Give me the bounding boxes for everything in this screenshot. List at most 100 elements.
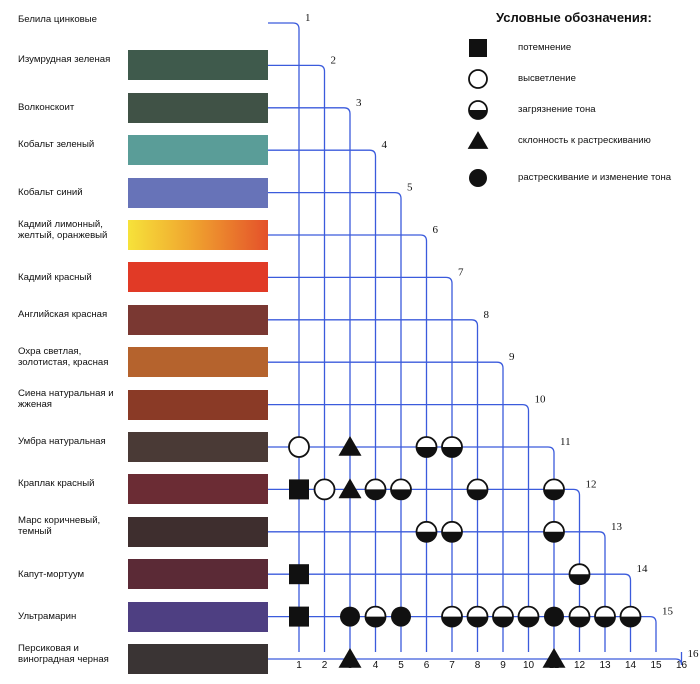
- pigment-swatch: [128, 177, 268, 208]
- cell-half-circle-symbol: [568, 563, 591, 586]
- pigment-name: Волконскоит: [18, 102, 75, 114]
- grid-line: [268, 107, 351, 652]
- cell-half-circle-symbol: [466, 605, 489, 628]
- pigment-swatch: [128, 601, 268, 632]
- column-number-label: 4: [373, 660, 379, 671]
- cell-triangle-symbol: [338, 436, 362, 456]
- grid-line: [268, 361, 504, 652]
- row-number-label: 9: [509, 351, 515, 363]
- grid-line: [268, 191, 402, 652]
- cell-half-circle-symbol: [390, 478, 412, 501]
- column-number-label: 5: [398, 660, 404, 671]
- legend-half-circle-symbol: [468, 100, 488, 120]
- cell-half-circle-symbol: [364, 478, 387, 501]
- row-number-label: 7: [458, 266, 464, 278]
- legend-item-label: загрязнение тона: [518, 104, 596, 115]
- column-number-label: 13: [599, 660, 611, 671]
- pigment-swatch: [128, 135, 268, 166]
- row-number-label: 3: [356, 97, 362, 109]
- pigment-swatch: [128, 92, 268, 123]
- legend-triangle-symbol: [467, 131, 489, 149]
- legend-item-label: потемнение: [518, 42, 572, 53]
- cell-half-circle-symbol: [415, 436, 438, 458]
- pigment-name: Марс коричневый, темный: [18, 515, 101, 538]
- cell-filled-circle-symbol: [544, 606, 564, 627]
- pigment-name: Кадмий красный: [18, 271, 92, 283]
- row-number-label: 13: [611, 521, 623, 533]
- pigment-name: Капут-мортуум: [18, 568, 85, 580]
- row-number-label: 4: [382, 139, 388, 151]
- cell-open-circle-symbol: [288, 436, 310, 458]
- pigment-swatch: [128, 644, 268, 674]
- column-number-label: 8: [475, 660, 481, 671]
- cell-half-circle-symbol: [517, 605, 540, 628]
- row-number-label: 14: [637, 563, 649, 575]
- grid-line: [268, 234, 428, 652]
- cell-square-symbol: [289, 564, 309, 585]
- grid-line: [268, 488, 581, 652]
- cell-half-circle-symbol: [619, 605, 642, 628]
- column-number-label: 16: [676, 660, 688, 671]
- cell-square-symbol: [289, 479, 309, 500]
- column-number-label: 10: [523, 660, 535, 671]
- pigment-name: Персиковая и виноградная черная: [18, 642, 109, 665]
- pigment-swatch: [128, 474, 268, 505]
- pigment-swatch: [128, 347, 268, 378]
- pigment-name: Сиена натуральная и жженая: [18, 388, 114, 411]
- cell-half-circle-symbol: [441, 436, 463, 458]
- pigment-name: Охра светлая, золотистая, красная: [18, 345, 109, 368]
- column-number-label: 14: [625, 660, 637, 671]
- row-number-label: 8: [484, 309, 490, 321]
- grid-line: [268, 22, 300, 652]
- column-number-label: 2: [322, 660, 328, 671]
- cell-half-circle-symbol: [543, 478, 565, 501]
- legend-open-circle-symbol: [468, 69, 488, 89]
- column-number-label: 6: [424, 660, 430, 671]
- row-number-label: 10: [535, 394, 547, 406]
- cell-half-circle-symbol: [594, 605, 616, 628]
- row-number-label: 15: [662, 606, 674, 618]
- cell-half-circle-symbol: [415, 520, 438, 543]
- pigment-swatch: [128, 262, 268, 293]
- column-number-label: 1: [296, 660, 302, 671]
- pigment-name: Изумрудная зеленая: [18, 54, 111, 66]
- pigment-swatch: [128, 220, 268, 250]
- legend-title: Условные обозначения:: [496, 10, 652, 25]
- cell-half-circle-symbol: [568, 605, 591, 628]
- legend-item-label: склонность к растрескиванию: [518, 135, 651, 146]
- cell-half-circle-symbol: [543, 520, 565, 543]
- row-number-label: 11: [560, 436, 571, 448]
- pigment-name: Краплак красный: [18, 478, 95, 490]
- legend-item-label: растрескивание и изменение тона: [518, 172, 672, 183]
- cell-filled-circle-symbol: [340, 606, 360, 627]
- row-number-label: 16: [688, 648, 700, 660]
- grid-line: [268, 276, 453, 652]
- cell-filled-circle-symbol: [391, 606, 411, 627]
- grid-line: [268, 531, 606, 652]
- pigment-name: Ультрамарин: [18, 611, 77, 623]
- pigment-name: Умбра натуральная: [18, 436, 106, 447]
- pigment-name: Кобальт зеленый: [18, 139, 95, 151]
- row-number-label: 12: [586, 478, 597, 490]
- cell-triangle-symbol: [542, 648, 566, 668]
- grid-line: [268, 573, 632, 652]
- legend-item-label: высветление: [518, 73, 576, 84]
- cell-half-circle-symbol: [364, 605, 387, 628]
- row-number-label: 5: [407, 182, 413, 194]
- cell-half-circle-symbol: [441, 520, 463, 543]
- grid-line: [268, 652, 683, 666]
- pigment-name: Кобальт синий: [18, 187, 83, 199]
- column-number-label: 12: [574, 660, 586, 671]
- row-number-label: 2: [331, 54, 337, 66]
- grid-line: [268, 319, 479, 652]
- cell-triangle-symbol: [338, 648, 362, 668]
- pigment-swatch: [128, 432, 268, 462]
- cell-square-symbol: [289, 606, 309, 627]
- cell-half-circle-symbol: [492, 605, 514, 628]
- column-number-label: 9: [500, 660, 506, 671]
- pigment-swatch: [128, 304, 268, 335]
- row-number-label: 6: [433, 224, 439, 236]
- pigment-swatch: [128, 559, 268, 590]
- row-number-label: 1: [305, 12, 311, 24]
